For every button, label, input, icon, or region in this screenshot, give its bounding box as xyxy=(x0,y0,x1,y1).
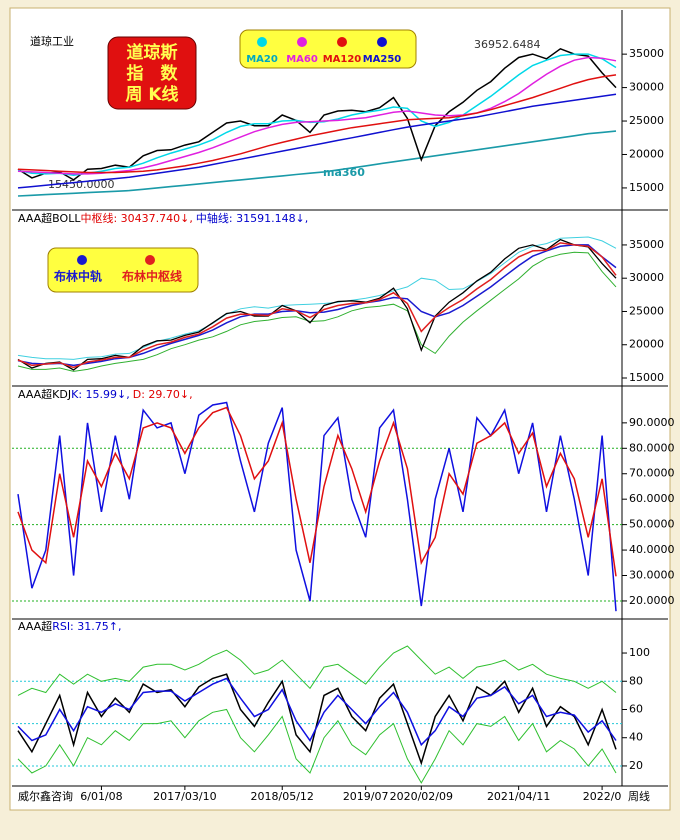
y-tick-label: 30000 xyxy=(629,271,664,284)
series-line xyxy=(17,673,617,766)
y-tick-label: 30000 xyxy=(629,81,664,94)
y-tick-label: 40.0000 xyxy=(629,543,675,556)
x-tick-label: 2017/03/10 xyxy=(153,790,216,803)
y-tick-label: 60.0000 xyxy=(629,492,675,505)
y-tick-label: 15000 xyxy=(629,371,664,384)
readout: D: 29.70↓, xyxy=(133,388,193,401)
legend-label: 布林中枢线 xyxy=(122,269,182,284)
y-tick-label: 60 xyxy=(629,702,643,715)
panel xyxy=(17,236,617,372)
ma360-label: ma360 xyxy=(323,166,365,179)
y-tick-label: 25000 xyxy=(629,114,664,127)
series-line xyxy=(17,244,617,367)
y-tick-label: 40 xyxy=(629,731,643,744)
title-box xyxy=(107,36,197,110)
plot-area xyxy=(9,7,671,811)
panel xyxy=(17,47,617,197)
legend-swatch xyxy=(337,37,347,47)
legend-swatch xyxy=(377,37,387,47)
panel xyxy=(12,645,622,784)
ma360-line xyxy=(17,130,617,197)
readout: 中轴线: 31591.148↓, xyxy=(196,211,308,225)
band-line xyxy=(17,251,617,372)
readout: K: 15.99↓, xyxy=(71,388,130,401)
legend-label: MA60 xyxy=(286,54,318,65)
title-line: 周 K线 xyxy=(125,84,178,105)
series-line xyxy=(17,74,617,174)
low-label: 15450.0000 xyxy=(48,178,114,191)
x-tick-label: 2020/02/09 xyxy=(390,790,453,803)
legend-swatch xyxy=(145,255,155,265)
x-tick-label: 2018/05/12 xyxy=(251,790,314,803)
y-tick-label: 20 xyxy=(629,759,643,772)
title-line: 道琼斯 xyxy=(127,42,178,63)
indicator-header: AAA超KDJK: 15.99↓, D: 29.70↓, xyxy=(18,387,193,401)
y-tick-label: 20000 xyxy=(629,338,664,351)
indicator-name: AAA超BOLL xyxy=(18,211,81,225)
y-tick-label: 70.0000 xyxy=(629,467,675,480)
legend-swatch xyxy=(257,37,267,47)
x-tick-label: 2021/04/11 xyxy=(487,790,550,803)
x-tick-label: 2019/07 xyxy=(343,790,389,803)
legend-label: 布林中轨 xyxy=(54,269,102,284)
band-line xyxy=(17,236,617,360)
legend-swatch xyxy=(77,255,87,265)
x-tick-label: 2022/0 xyxy=(583,790,622,803)
legend-box xyxy=(239,29,417,69)
high-label: 36952.6484 xyxy=(474,38,540,51)
y-tick-label: 50.0000 xyxy=(629,518,675,531)
y-tick-label: 90.0000 xyxy=(629,416,675,429)
indicator-name: AAA超 xyxy=(18,619,52,633)
series-line xyxy=(17,242,617,369)
footer: 威尔鑫咨询 xyxy=(18,789,73,803)
y-tick-label: 15000 xyxy=(629,181,664,194)
series-line xyxy=(17,93,617,189)
legend-swatch xyxy=(297,37,307,47)
y-tick-label: 25000 xyxy=(629,304,664,317)
y-tick-label: 20000 xyxy=(629,147,664,160)
y-tick-label: 35000 xyxy=(629,47,664,60)
y-tick-label: 80.0000 xyxy=(629,441,675,454)
period: 周线 xyxy=(628,789,650,803)
legend-label: MA120 xyxy=(323,54,362,65)
close-line xyxy=(17,47,617,181)
indicator-header: AAA超BOLL中枢线: 30437.740↓, 中轴线: 31591.148↓, xyxy=(18,211,308,225)
legend-label: MA20 xyxy=(246,54,278,65)
y-tick-label: 100 xyxy=(629,646,650,659)
y-tick-label: 35000 xyxy=(629,238,664,251)
series-line xyxy=(17,406,617,577)
readout: 中枢线: 30437.740↓, xyxy=(80,211,192,225)
indicator-name: AAA超KDJ xyxy=(18,387,71,401)
y-tick-label: 30.0000 xyxy=(629,569,675,582)
panel-borders xyxy=(12,10,668,787)
indicator-header: AAA超RSI: 31.75↑, xyxy=(18,619,121,633)
legend-label: MA250 xyxy=(363,54,402,65)
x-tick-label: 6/01/08 xyxy=(80,790,122,803)
subtitle: 道琼工业 xyxy=(30,34,74,48)
series-line xyxy=(17,401,617,612)
series-line xyxy=(17,677,617,747)
y-tick-label: 20.0000 xyxy=(629,594,675,607)
y-tick-label: 80 xyxy=(629,674,643,687)
title-line: 指 数 xyxy=(127,63,179,84)
band-line xyxy=(17,645,617,696)
band-line xyxy=(17,708,617,784)
readout: RSI: 31.75↑, xyxy=(52,620,121,633)
panel xyxy=(12,401,622,612)
